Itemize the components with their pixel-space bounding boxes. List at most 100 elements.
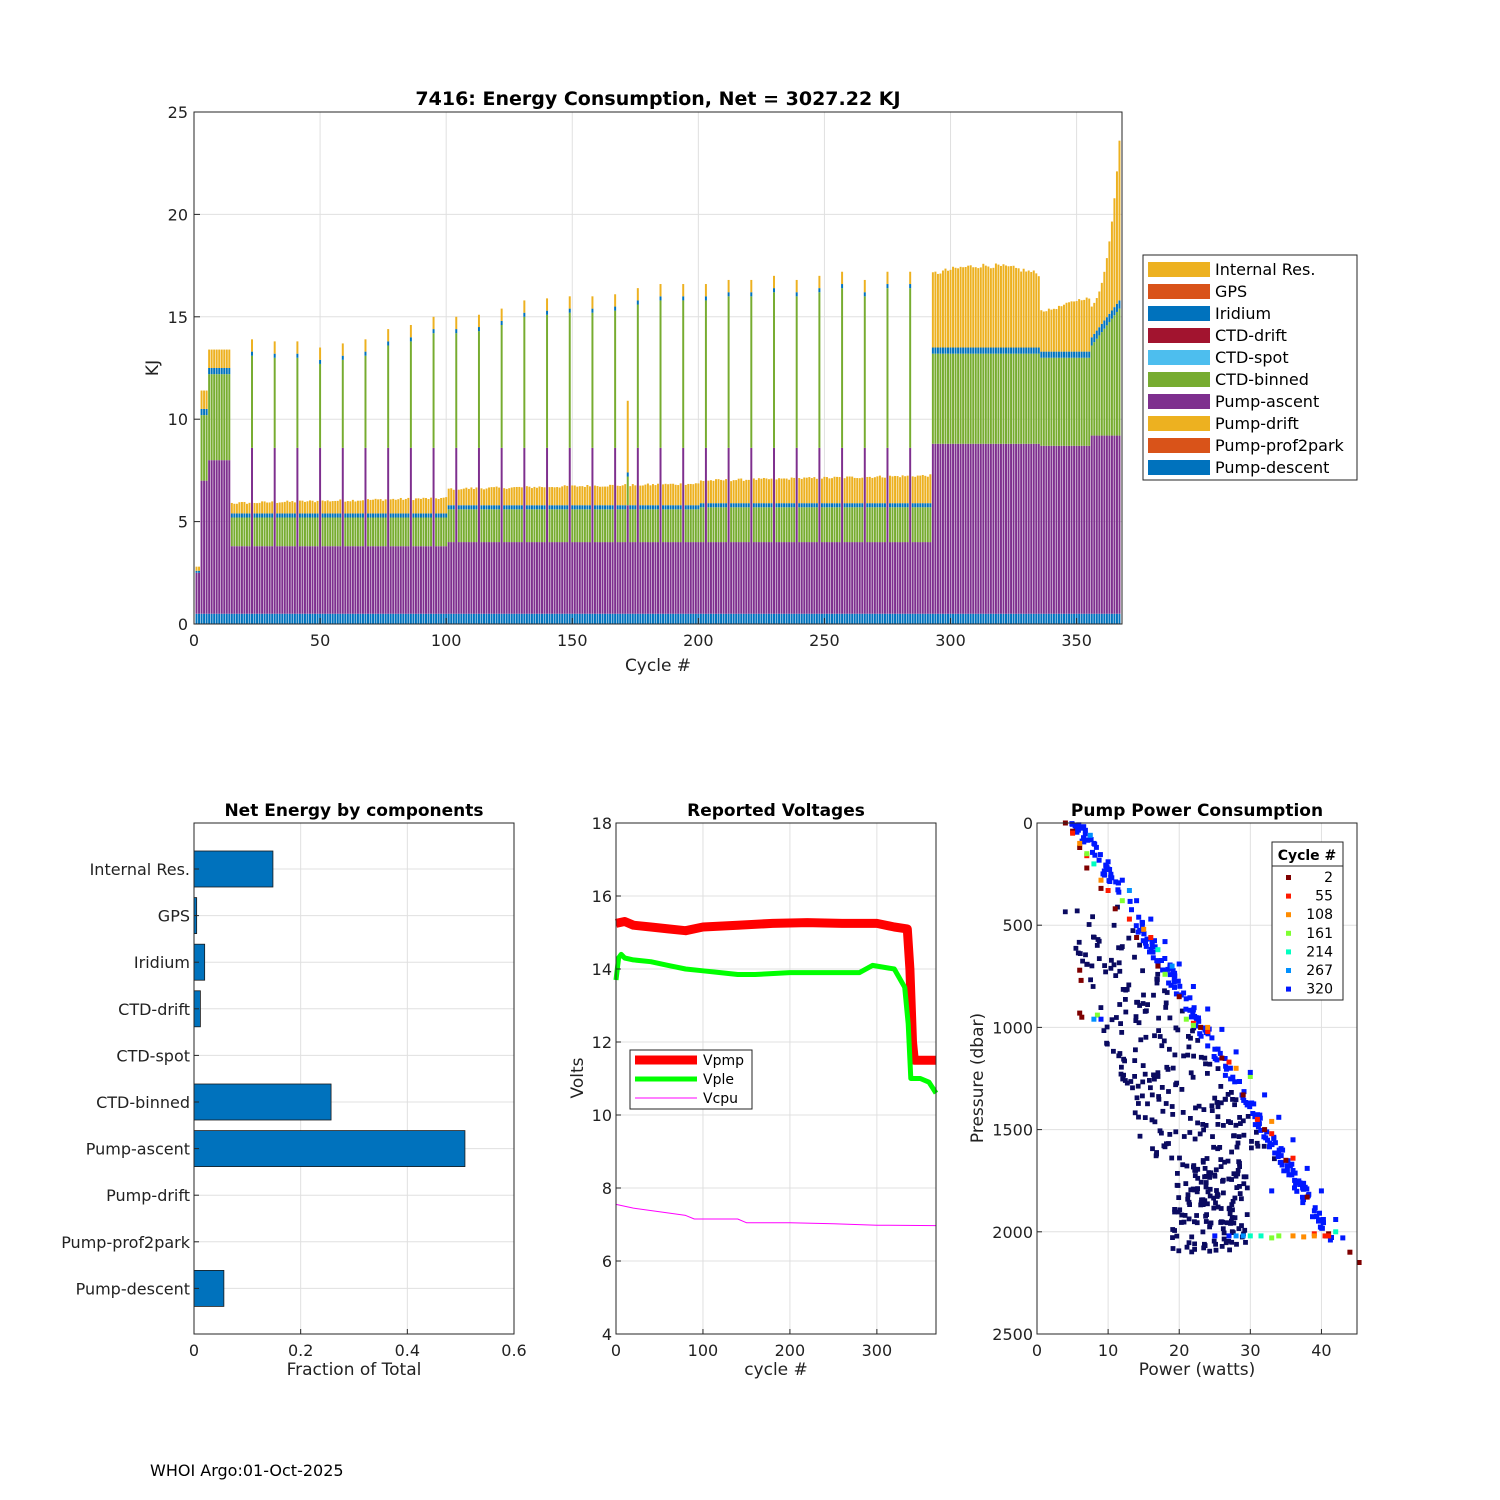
energy-bar-iridium [548,505,551,510]
energy-bar-ctd-binned [324,517,327,547]
energy-bar-iridium [987,347,990,354]
energy-bar-ctd-binned [1115,311,1118,436]
energy-bar-iridium [316,513,319,518]
energy-bar-ctd-binned [1027,353,1030,444]
pump-power-point [1081,835,1086,841]
energy-bar-internal-res- [596,486,599,506]
pump-power-point [1192,1247,1197,1252]
pump-power-point [1155,1074,1161,1079]
energy-bar-pump-ascent [372,546,375,614]
energy-xtick-label: 100 [431,631,462,650]
energy-bar-pump-ascent [288,546,291,614]
voltages-ytick-label: 8 [602,1179,612,1198]
energy-bar-ctd-binned [374,517,377,547]
energy-bar-ctd-binned [646,509,649,543]
energy-bar-iridium [488,505,491,510]
energy-bar-pump-descent [931,613,934,624]
energy-bar-pump-descent [200,613,203,624]
energy-bar-pump-ascent [785,542,788,614]
energy-bar-ctd-binned [586,509,589,543]
energy-bar-ctd-binned [941,353,944,444]
pump-power-point [1135,999,1140,1005]
energy-bar-pump-descent [1040,613,1043,624]
energy-bar-pump-ascent [916,542,919,614]
pump-power-point [1140,938,1146,944]
energy-bar-pump-ascent [266,546,269,614]
pump-power-point [1229,1202,1235,1207]
energy-bar-pump-ascent [1098,435,1101,614]
pump-power-point [1118,1021,1123,1026]
energy-bar-iridium [311,513,314,518]
energy-bar-iridium [445,513,448,518]
energy-bar-pump-ascent [639,542,642,614]
pump-power-point [1127,898,1133,904]
pump-power-point [1151,992,1156,998]
energy-bar-ctd-binned [853,507,856,543]
energy-bar-internal-res- [626,400,629,473]
energy-bar-internal-res- [276,502,279,514]
energy-bar-pump-ascent [586,542,589,614]
energy-bar-internal-res- [364,339,367,352]
energy-bar-iridium [962,347,965,354]
energy-bar-ctd-binned [848,507,851,543]
pump-power-point [1312,1205,1318,1211]
components-xlabel: Fraction of Total [287,1360,422,1380]
pump-power-point [1166,1089,1171,1094]
pump-power-point [1180,1162,1186,1168]
energy-bar-iridium [1118,300,1121,309]
energy-bar-internal-res- [889,475,891,504]
energy-legend-swatch [1148,416,1210,431]
energy-bar-ctd-binned [725,507,728,543]
energy-bar-pump-descent [883,613,886,624]
energy-bar-ctd-binned [952,353,955,444]
energy-bar-ctd-binned [785,507,788,543]
pump-power-point [1180,1110,1186,1115]
energy-bar-pump-ascent [1052,445,1055,614]
pump-power-point [1157,1128,1163,1134]
energy-bar-pump-ascent [440,546,443,614]
energy-bar-pump-descent [263,613,266,624]
energy-bar-pump-ascent [848,542,851,614]
energy-bar-pump-ascent [732,542,735,614]
energy-bar-iridium [291,513,294,518]
energy-bar-ctd-binned [621,509,624,543]
energy-bar-pump-ascent [636,447,639,614]
energy-bar-ctd-binned [1045,357,1048,446]
energy-bar-internal-res- [480,488,483,506]
pump-power-point [1163,1000,1169,1006]
energy-bar-internal-res- [1057,305,1060,352]
pump-power-point [1175,1171,1180,1176]
energy-bar-internal-res- [1015,267,1018,348]
energy-bar-internal-res- [561,486,564,506]
energy-bar-iridium [762,503,765,508]
energy-bar-pump-descent [810,613,813,624]
energy-bar-pump-ascent [924,542,927,614]
energy-bar-iridium [697,505,700,510]
energy-bar-pump-descent [803,613,806,624]
energy-bar-iridium [571,505,574,510]
energy-bar-pump-ascent [977,443,980,614]
energy-bar-iridium [523,312,526,317]
energy-bar-pump-ascent [283,546,286,614]
pump-power-point [1289,1161,1295,1167]
energy-bar-ctd-binned [1020,353,1023,444]
energy-bar-internal-res- [702,480,705,504]
energy-bar-pump-ascent [268,546,271,614]
energy-bar-pump-ascent [1075,445,1078,614]
pump-power-point [1076,939,1082,945]
energy-bar-pump-ascent [631,542,634,614]
pump-power-point [1120,1076,1126,1082]
pump-power-point [1188,1187,1194,1193]
energy-bar-ctd-binned [1108,322,1111,436]
pump-power-point [1170,1112,1176,1117]
pump-power-point [1292,1170,1298,1176]
pump-power-point [1277,1159,1283,1165]
energy-bar-pump-ascent [588,542,591,614]
energy-bar-internal-res- [783,478,786,504]
energy-bar-internal-res- [1047,308,1050,352]
pump-power-point [1301,1234,1307,1240]
energy-bar-internal-res- [843,478,846,504]
energy-bar-iridium [679,505,682,510]
energy-bar-iridium [765,503,768,508]
energy-bar-pump-ascent [377,546,380,614]
